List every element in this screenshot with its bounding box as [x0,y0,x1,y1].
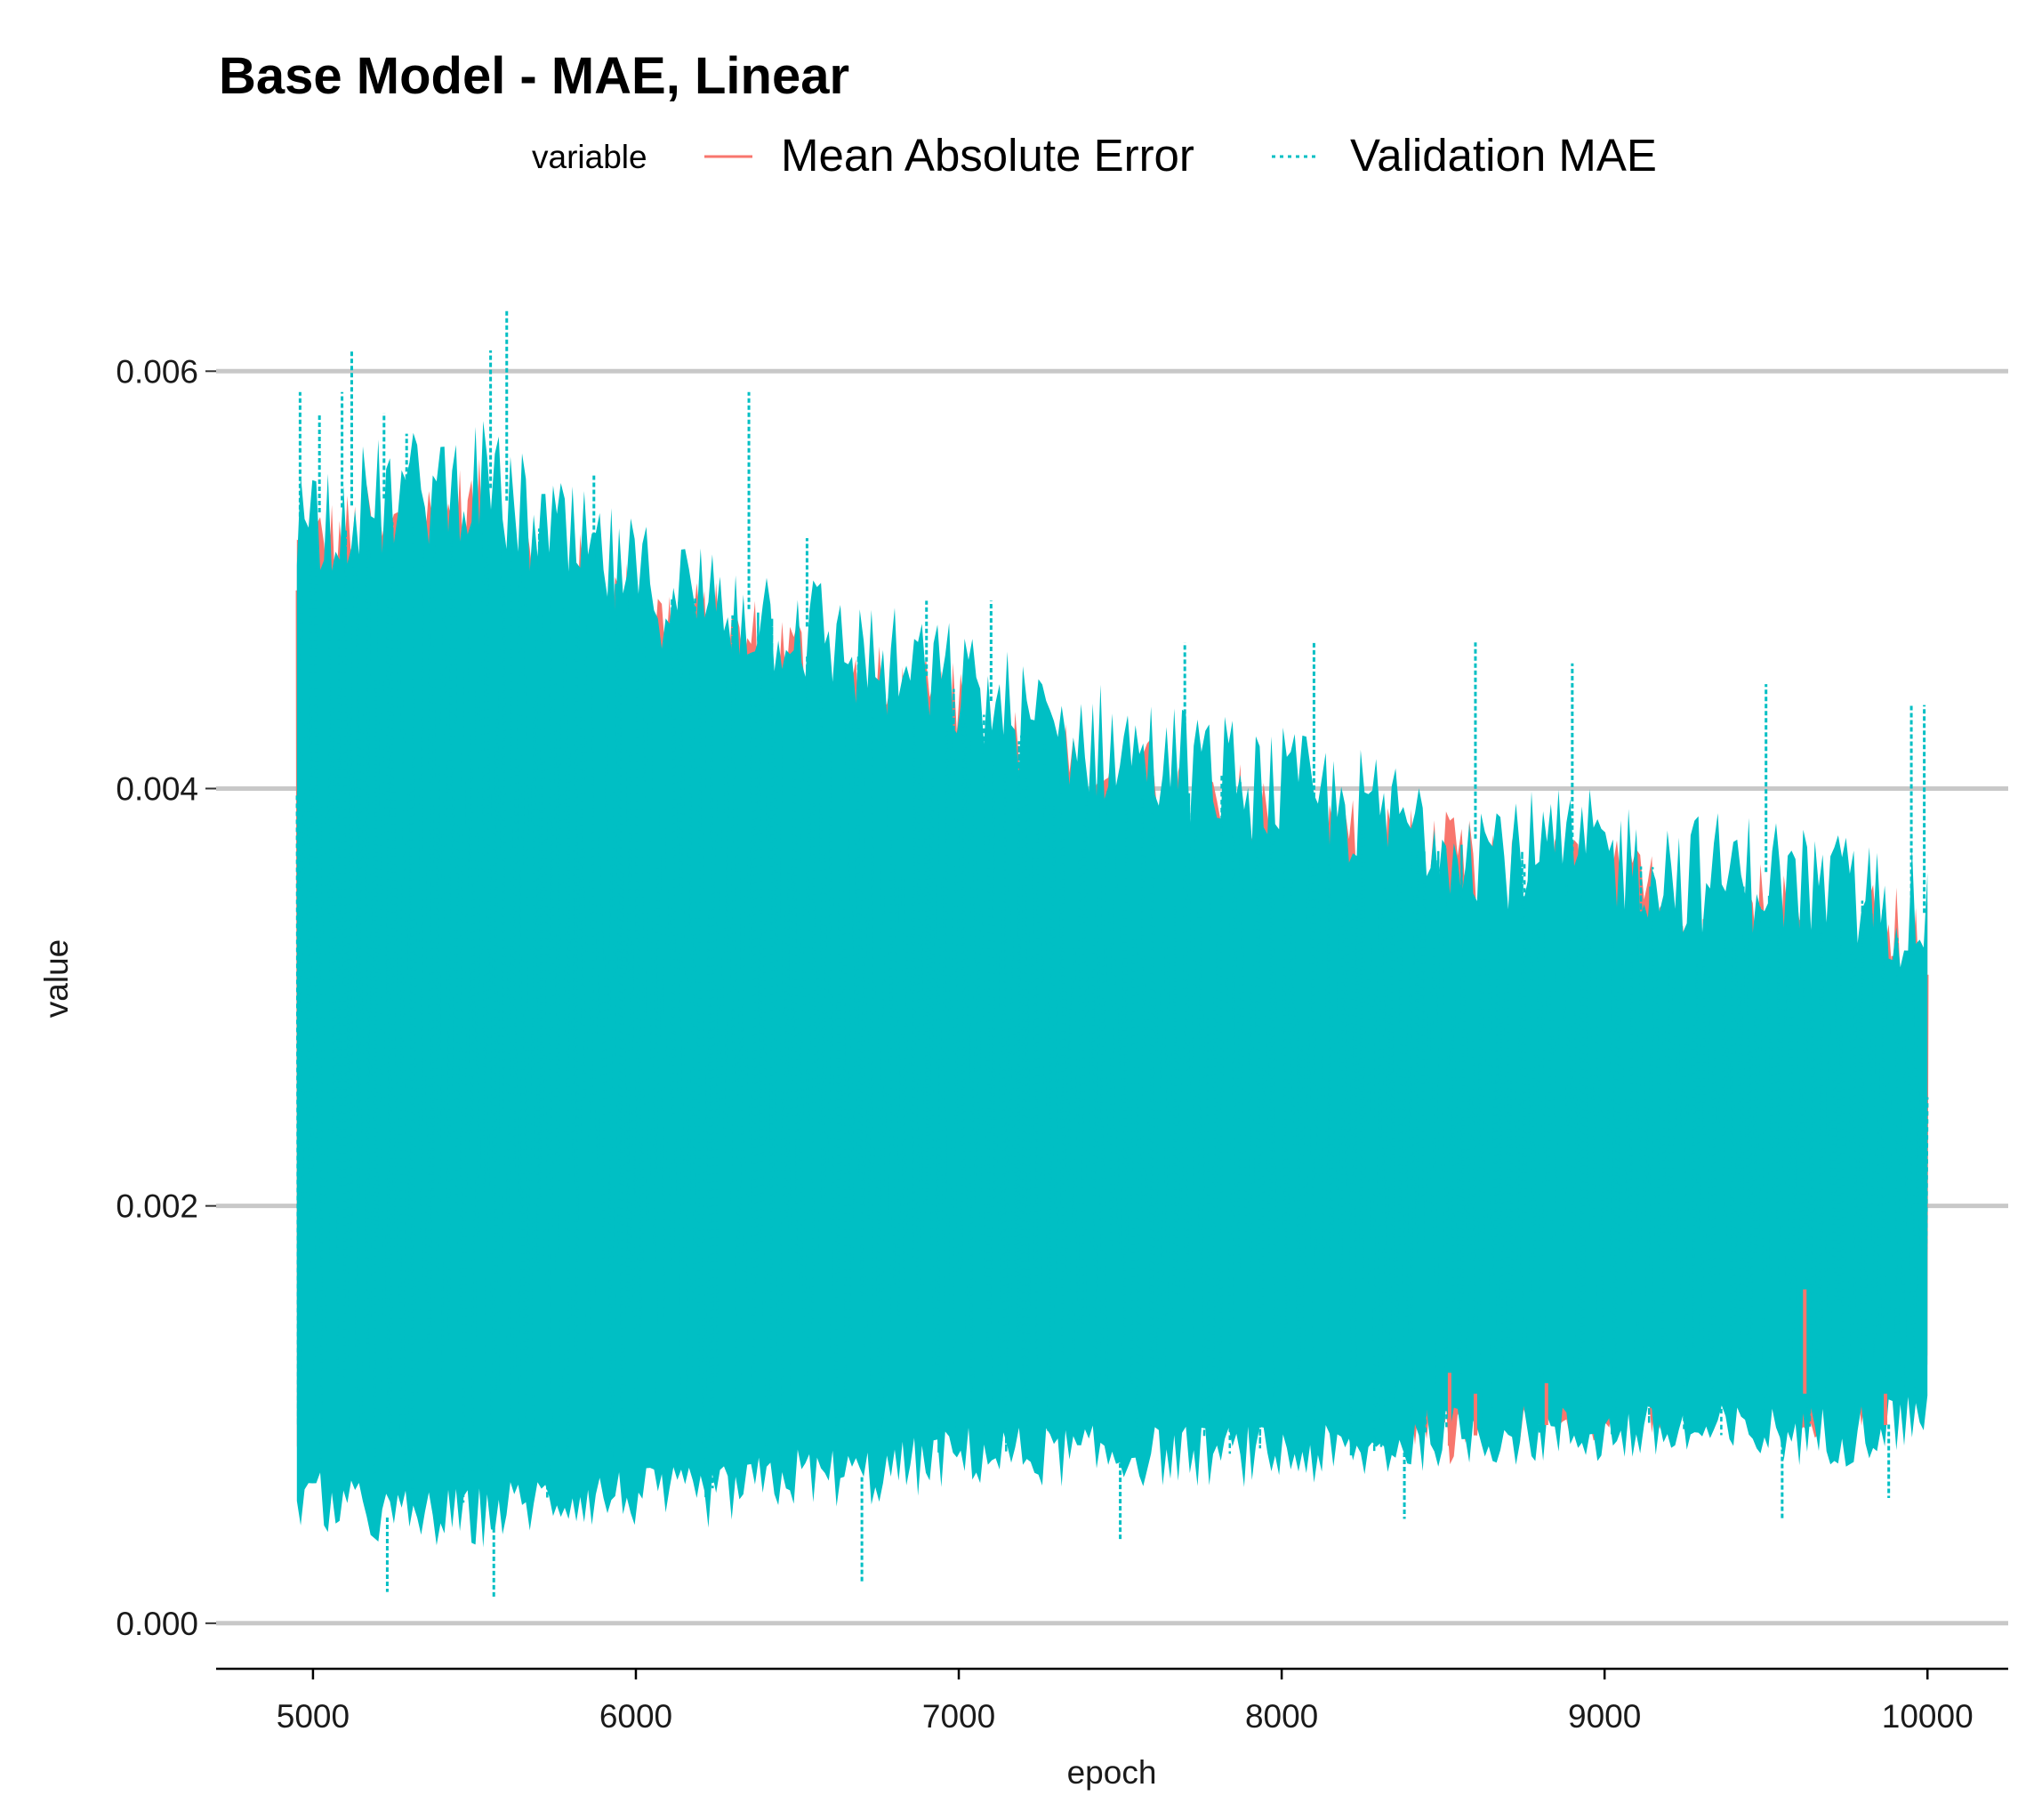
x-tick-label-2: 7000 [922,1698,995,1735]
chart-title: Base Model - MAE, Linear [219,47,849,105]
x-tick-label-5: 10000 [1882,1698,1974,1735]
y-axis-label: value [38,939,75,1018]
x-tick-label-4: 9000 [1568,1698,1641,1735]
series-layer [295,308,1929,1599]
x-axis-ticks: 5000 6000 7000 8000 9000 10000 [277,1669,1974,1735]
y-tick-label-0: 0.000 [116,1606,198,1642]
legend-label-mean-absolute-error: Mean Absolute Error [781,130,1194,181]
y-axis-ticks: 0.000 0.002 0.004 0.006 [116,353,216,1642]
series-mean-absolute-error-visible-segments [1447,1289,1888,1446]
x-tick-label-3: 8000 [1245,1698,1318,1735]
x-tick-label-0: 5000 [277,1698,350,1735]
series-validation-mae [295,308,1929,1599]
x-axis-label: epoch [1067,1754,1157,1791]
y-tick-label-1: 0.002 [116,1188,198,1225]
series-line-1 [295,500,1929,1503]
x-tick-label-1: 6000 [599,1698,672,1735]
y-tick-label-3: 0.006 [116,353,198,390]
y-tick-label-2: 0.004 [116,770,198,807]
legend: variable Mean Absolute Error Validation … [532,130,1657,181]
legend-label-validation-mae: Validation MAE [1350,130,1657,181]
legend-title: variable [532,139,647,175]
